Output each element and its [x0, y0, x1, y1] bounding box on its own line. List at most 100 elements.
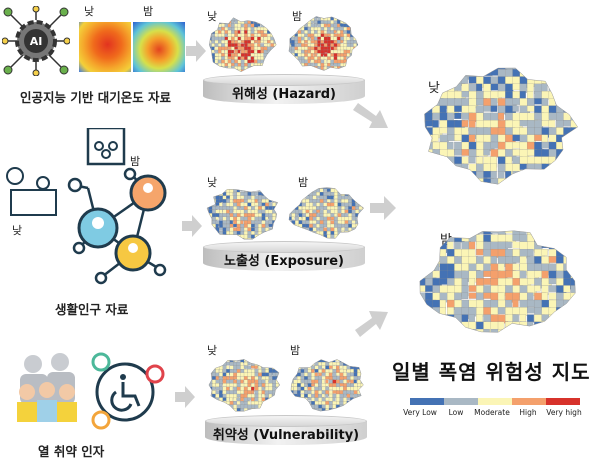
map-district: [468, 321, 476, 333]
exposure-day-label: 낮: [207, 176, 218, 189]
map-district: [432, 156, 441, 165]
map-district: [425, 314, 437, 324]
map-district: [563, 328, 575, 333]
map-district: [563, 68, 571, 71]
map-district: [440, 336, 449, 342]
map-district: [497, 263, 505, 272]
map-district: [446, 127, 456, 136]
map-district: [483, 278, 491, 285]
map-district: [497, 112, 505, 120]
map-district: [563, 163, 572, 171]
map-district: [563, 141, 573, 152]
map-district: [310, 20, 314, 24]
map-district: [353, 393, 358, 398]
map-district: [418, 186, 428, 192]
map-district: [570, 230, 576, 239]
map-district: [320, 40, 324, 44]
map-district: [446, 170, 459, 180]
map-district: [446, 321, 457, 330]
map-district: [519, 328, 531, 333]
legend-swatch: [478, 398, 512, 405]
map-district: [425, 336, 433, 342]
map-district: [570, 241, 576, 250]
map-district: [432, 230, 442, 238]
map-district: [419, 307, 427, 319]
map-district: [424, 170, 427, 179]
map-district: [425, 307, 432, 318]
map-district: [512, 299, 519, 308]
map-district: [570, 299, 576, 308]
legend-label: Moderate: [474, 408, 510, 417]
map-district: [542, 336, 553, 342]
map-district: [446, 76, 456, 88]
map-district: [425, 83, 432, 91]
map-district: [526, 105, 535, 112]
map-district: [534, 186, 545, 192]
map-district: [556, 149, 566, 160]
map-district: [556, 314, 563, 324]
map-district: [556, 68, 563, 71]
map-district: [570, 149, 578, 156]
map-district: [483, 149, 490, 156]
map-district: [424, 69, 428, 80]
map-district: [505, 220, 514, 229]
map-district: [325, 386, 329, 391]
exposure-map-night: [288, 185, 366, 243]
map-district: [432, 170, 442, 182]
map-district: [534, 69, 546, 80]
map-district: [432, 178, 442, 185]
map-district: [556, 220, 565, 229]
map-district: [570, 321, 576, 333]
map-district: [526, 234, 536, 242]
map-district: [556, 328, 566, 333]
map-district: [468, 105, 476, 114]
map-district: [418, 106, 424, 117]
map-district: [541, 328, 554, 333]
map-district: [339, 365, 343, 369]
map-district: [215, 216, 219, 220]
map-district: [570, 134, 578, 143]
map-district: [476, 186, 485, 192]
map-district: [425, 178, 433, 185]
map-district: [318, 372, 322, 377]
map-district: [333, 30, 337, 34]
vulnerability-map-night: [290, 355, 368, 415]
map-district: [497, 292, 505, 301]
map-district: [476, 69, 484, 77]
map-district: [505, 336, 514, 342]
map-district: [541, 178, 549, 185]
map-district: [425, 76, 437, 85]
map-district: [446, 328, 454, 333]
map-district: [571, 186, 578, 192]
map-district: [231, 49, 235, 54]
exposure-label: 노출성 (Exposure): [223, 254, 344, 269]
map-district: [527, 186, 535, 192]
map-district: [425, 328, 434, 333]
exposure-map-day: [205, 185, 283, 243]
map-district: [563, 314, 575, 324]
map-district: [425, 90, 433, 99]
map-district: [534, 256, 542, 264]
map-district: [563, 241, 572, 250]
map-district: [520, 336, 526, 342]
legend-label: Very high: [546, 408, 582, 417]
map-district: [432, 76, 441, 87]
map-district: [483, 186, 494, 192]
hazard-night-label: 밤: [292, 10, 303, 23]
map-district: [454, 112, 462, 119]
map-district: [570, 68, 578, 72]
map-district: [461, 256, 470, 264]
map-district: [476, 220, 487, 229]
map-district: [512, 98, 521, 105]
map-district: [419, 230, 425, 232]
map-district: [570, 76, 578, 87]
map-district: [243, 238, 249, 240]
map-district: [570, 314, 576, 326]
map-district: [468, 156, 476, 164]
map-district: [563, 307, 575, 315]
svg-text:AI: AI: [30, 35, 43, 48]
map-district: [350, 393, 354, 398]
map-district: [570, 127, 577, 136]
map-district: [229, 223, 234, 228]
map-district: [563, 336, 573, 342]
